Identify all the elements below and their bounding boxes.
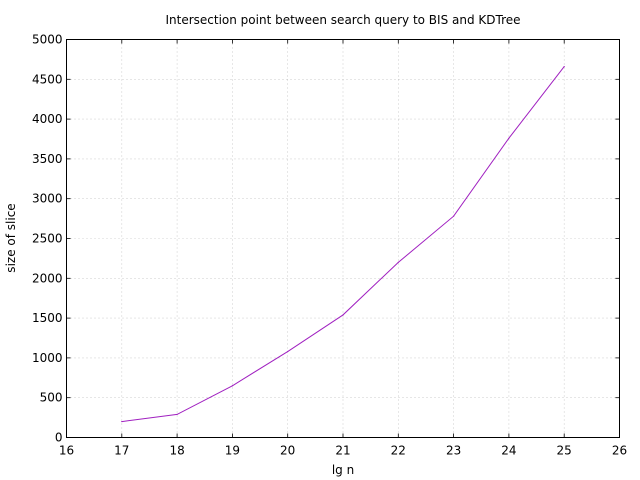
y-tick-label: 500 — [40, 391, 63, 405]
data-point — [397, 261, 399, 263]
y-tick-label: 4500 — [32, 72, 63, 86]
data-point — [231, 385, 233, 387]
data-point — [287, 350, 289, 353]
x-tick-label: 16 — [59, 444, 74, 458]
x-tick-label: 17 — [114, 444, 129, 458]
data-point — [176, 413, 178, 416]
x-tick-label: 24 — [501, 444, 516, 458]
x-tick-label: 26 — [612, 444, 627, 458]
x-tick-label: 23 — [446, 444, 461, 458]
y-tick-label: 1000 — [32, 351, 63, 365]
series-group — [121, 65, 565, 423]
data-point — [121, 420, 123, 423]
x-tick-label: 25 — [557, 444, 572, 458]
y-axis: 0 500 1000 1500 2000 2500 3000 3500 4000 4500 5000 — [32, 33, 620, 445]
x-tick-label: 19 — [225, 444, 240, 458]
grid-lines — [66, 39, 620, 438]
x-tick-label: 20 — [280, 444, 295, 458]
data-point — [453, 215, 455, 217]
x-axis-label: lg n — [332, 463, 354, 477]
y-tick-label: 5000 — [32, 33, 63, 47]
x-axis: 16 17 18 19 20 21 22 23 24 25 26 — [59, 39, 627, 458]
y-tick-label: 0 — [55, 431, 63, 445]
data-point — [342, 314, 344, 316]
x-tick-label: 18 — [169, 444, 184, 458]
y-tick-label: 3000 — [32, 192, 63, 206]
plot-frame — [66, 39, 620, 438]
y-tick-label: 2500 — [32, 232, 63, 246]
data-point — [508, 137, 510, 139]
y-tick-label: 1500 — [32, 311, 63, 325]
y-tick-label: 2000 — [32, 271, 63, 285]
x-tick-label: 22 — [391, 444, 406, 458]
y-axis-label: size of slice — [4, 203, 18, 272]
x-tick-label: 21 — [335, 444, 350, 458]
data-point — [563, 65, 565, 68]
y-tick-label: 4000 — [32, 112, 63, 126]
y-tick-label: 3500 — [32, 152, 63, 166]
chart-title: Intersection point between search query … — [165, 13, 520, 27]
